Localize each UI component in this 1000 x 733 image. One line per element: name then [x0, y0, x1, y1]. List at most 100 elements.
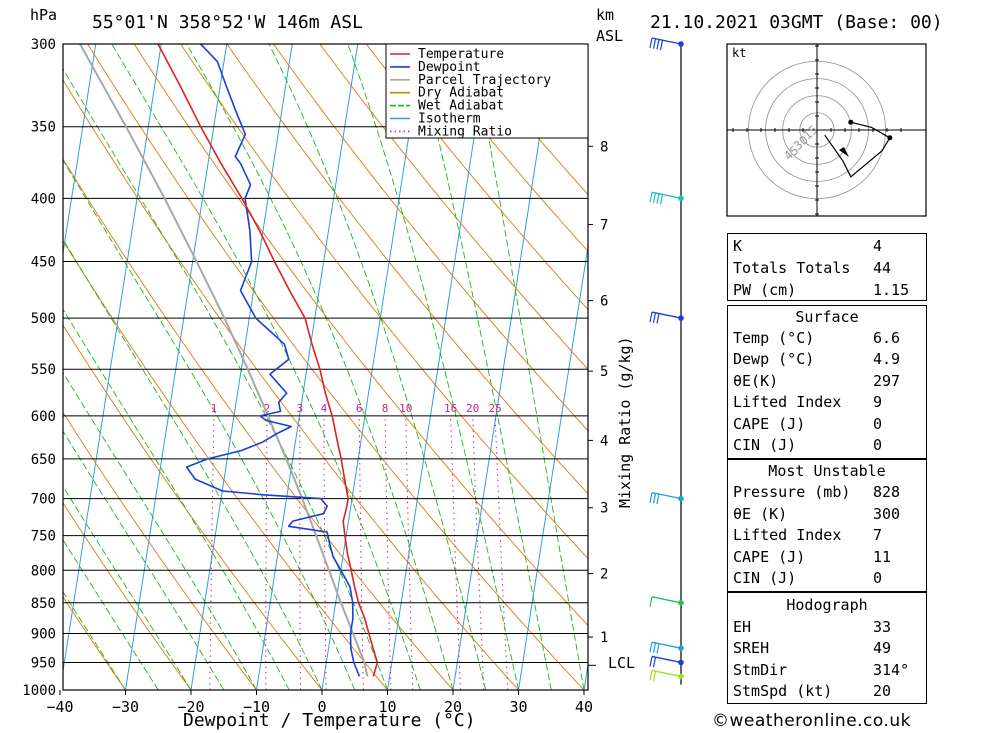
x-tick-label: 10	[378, 698, 396, 716]
x-tick-label: −40	[46, 698, 73, 716]
stat-row: CIN (J) 0	[733, 569, 883, 587]
mixing-ratio-label: 3	[297, 402, 304, 415]
wet-adiabat-line	[111, 44, 421, 690]
wind-barb-flag	[656, 313, 660, 324]
wind-barb-shaft	[651, 311, 682, 319]
wind-barb-shaft	[651, 491, 682, 500]
mixing-ratio-label: 6	[356, 402, 363, 415]
mixing-ratio-line	[299, 415, 301, 690]
isotherm-line	[518, 243, 588, 690]
wind-barb-shaft	[651, 641, 682, 649]
dry-adiabat-line	[63, 596, 126, 690]
wet-adiabat-line	[347, 44, 519, 690]
km-tick-label: 4	[600, 433, 608, 449]
pressure-tick-label: 300	[31, 37, 56, 53]
pressure-tick-label: 400	[31, 191, 56, 207]
wind-barb-shaft	[651, 191, 682, 200]
axes: 3003504004505005506006507007508008509009…	[22, 37, 608, 716]
mixing-ratio-label: 10	[399, 402, 412, 415]
stat-row: θE(K) 297	[733, 372, 901, 390]
most-unstable-panel: Most Unstable Pressure (mb) 828 θE (K) 300…	[727, 459, 927, 592]
hodograph-point	[887, 135, 893, 141]
stat-row: StmDir 314°	[733, 661, 910, 679]
km-tick-label: 8	[600, 139, 608, 155]
pressure-tick-label: 850	[31, 596, 56, 612]
wind-barb-dot	[678, 495, 684, 502]
wind-barb-flag	[652, 670, 657, 682]
stat-row: CAPE (J) 11	[733, 548, 892, 566]
storm-motion-arrow	[839, 147, 849, 157]
pressure-tick-label: 350	[31, 120, 56, 136]
pressure-tick-label: 550	[31, 362, 56, 378]
surface-panel: Surface Temp (°C) 6.6 Dewp (°C) 4.9 θE(K) 2…	[727, 305, 927, 459]
wind-barb-flag	[649, 311, 653, 323]
mixing-ratio-line	[265, 415, 268, 690]
km-tick-label: 3	[600, 501, 608, 517]
x-tick-label: −30	[112, 698, 139, 716]
x-tick-label: −10	[243, 698, 270, 716]
wind-barb-flag	[659, 39, 664, 51]
profiles: 1 2 3 4 6 8 10 16 20 25	[79, 44, 502, 677]
pressure-tick-label: 750	[31, 529, 56, 545]
mixing-ratio-axis-label: Mixing Ratio (g/kg)	[616, 336, 634, 508]
isotherm-line	[190, 44, 293, 690]
stat-row: θE (K) 300	[733, 505, 901, 523]
stat-row: EH 33	[733, 618, 892, 636]
surface-title: Surface	[795, 308, 859, 326]
x-tick-label: −20	[177, 698, 204, 716]
wind-barb-flag	[656, 493, 660, 505]
wind-barb-flag	[649, 642, 653, 653]
stat-row: CIN (J) 0	[733, 436, 883, 454]
dry-adiabat-line	[319, 44, 588, 370]
wind-barb-flag	[656, 643, 660, 654]
wind-barb-flag	[649, 37, 653, 49]
legend-entry: Mixing Ratio	[418, 124, 512, 139]
km-tick-label: 6	[600, 294, 608, 310]
isotherm-line	[452, 44, 555, 690]
height-reference: ASL	[596, 27, 623, 45]
hodograph-unit: kt	[732, 46, 746, 60]
legend-box	[385, 43, 589, 139]
isotherm-line	[63, 44, 162, 675]
isotherm-line	[256, 44, 359, 690]
wind-barb-flag	[659, 194, 664, 205]
legend-entry: Wet Adiabat	[418, 99, 504, 114]
wind-barb-flag	[652, 312, 657, 323]
isotherm-line	[321, 44, 424, 690]
stat-row: Dewp (°C) 4.9	[733, 350, 901, 368]
credit-link[interactable]: ©weatheronline.co.uk	[712, 711, 912, 731]
wet-adiabat-line	[471, 44, 585, 690]
wind-barb-flag	[649, 596, 653, 607]
most-unstable-title: Most Unstable	[768, 462, 886, 480]
dewpoint-line	[185, 44, 361, 677]
wind-profile	[649, 37, 684, 685]
mixing-ratio-label: 25	[488, 402, 501, 415]
stat-row: Lifted Index 7	[733, 526, 883, 544]
wind-barb-flag	[656, 39, 660, 50]
wind-barb-shaft	[651, 655, 682, 664]
x-tick-label: 0	[317, 698, 326, 716]
pressure-tick-label: 800	[31, 563, 56, 579]
dry-adiabat-line	[63, 502, 192, 690]
x-tick-label: 40	[575, 698, 593, 716]
wind-barb-shaft	[651, 669, 682, 678]
wind-barb-flag	[652, 493, 657, 504]
legend-entry: Parcel Trajectory	[418, 73, 551, 88]
dry-adiabat-line	[63, 240, 388, 690]
x-tick-label: 30	[509, 698, 527, 716]
hodograph-stats-panel: Hodograph EH 33 SREH 49 StmDir 314° StmSpd …	[727, 592, 927, 704]
wet-adiabat-line	[63, 485, 192, 690]
legend-entry: Isotherm	[418, 112, 481, 127]
datetime-title: 21.10.2021 03GMT (Base: 00)	[650, 12, 943, 33]
mixing-ratio-label: 8	[382, 402, 389, 415]
mixing-ratio-line	[384, 415, 392, 690]
wind-barb-flag	[656, 193, 660, 204]
hodograph-stats-title: Hodograph	[786, 596, 868, 614]
pressure-tick-label: 1000	[22, 683, 56, 699]
mixing-ratio-label: 16	[444, 402, 457, 415]
stat-row: StmSpd (kt) 20	[733, 682, 892, 700]
km-tick-label: 5	[600, 364, 608, 380]
plot-frame	[62, 43, 589, 691]
stat-row: Lifted Index 9	[733, 393, 883, 411]
